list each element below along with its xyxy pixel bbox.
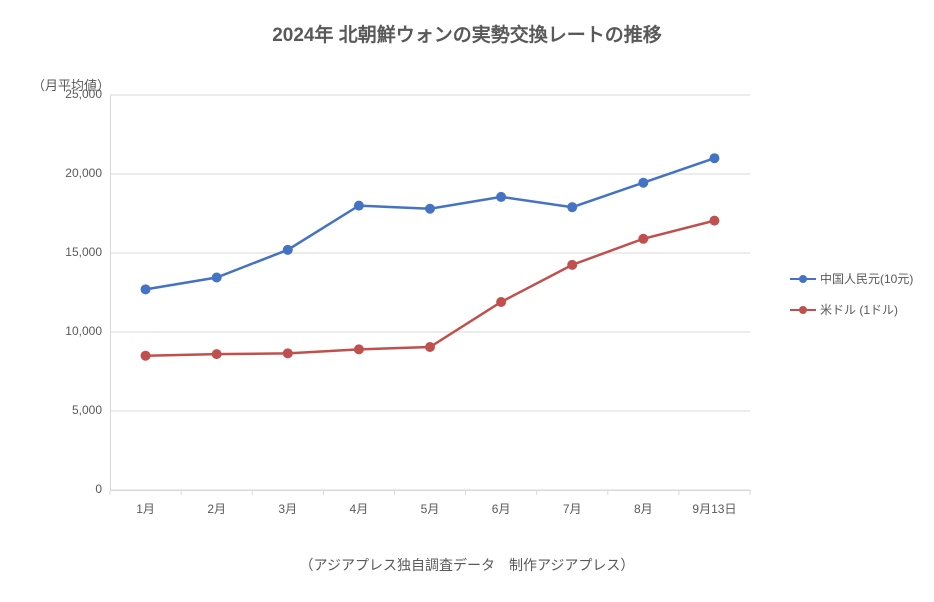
legend-line-icon: [790, 309, 816, 311]
x-tick-label: 2月: [207, 500, 226, 517]
y-tick-label: 0: [42, 482, 102, 496]
legend-line-icon: [790, 278, 816, 280]
legend-marker-icon: [799, 306, 807, 314]
chart-footer: （アジアプレス独自調査データ 制作アジアプレス）: [0, 555, 934, 575]
legend-item: 米ドル (1ドル): [790, 301, 913, 318]
x-tick-label: 1月: [136, 500, 155, 517]
legend-label: 米ドル (1ドル): [820, 301, 898, 318]
legend-marker-icon: [799, 275, 807, 283]
x-tick-label: 3月: [278, 500, 297, 517]
chart-container: 2024年 北朝鮮ウォンの実勢交換レートの推移 （月平均値） 05,00010,…: [0, 0, 934, 602]
legend: 中国人民元(10元) 米ドル (1ドル): [790, 270, 913, 332]
x-tick-label: 5月: [421, 500, 440, 517]
y-tick-label: 25,000: [42, 87, 102, 101]
x-tick-label: 8月: [634, 500, 653, 517]
y-tick-label: 15,000: [42, 245, 102, 259]
x-tick-label: 4月: [350, 500, 369, 517]
y-tick-label: 20,000: [42, 166, 102, 180]
y-tick-label: 5,000: [42, 403, 102, 417]
y-tick-label: 10,000: [42, 324, 102, 338]
x-tick-label: 7月: [563, 500, 582, 517]
legend-item: 中国人民元(10元): [790, 270, 913, 287]
x-tick-label: 9月13日: [692, 500, 736, 517]
x-tick-label: 6月: [492, 500, 511, 517]
legend-label: 中国人民元(10元): [820, 270, 913, 287]
